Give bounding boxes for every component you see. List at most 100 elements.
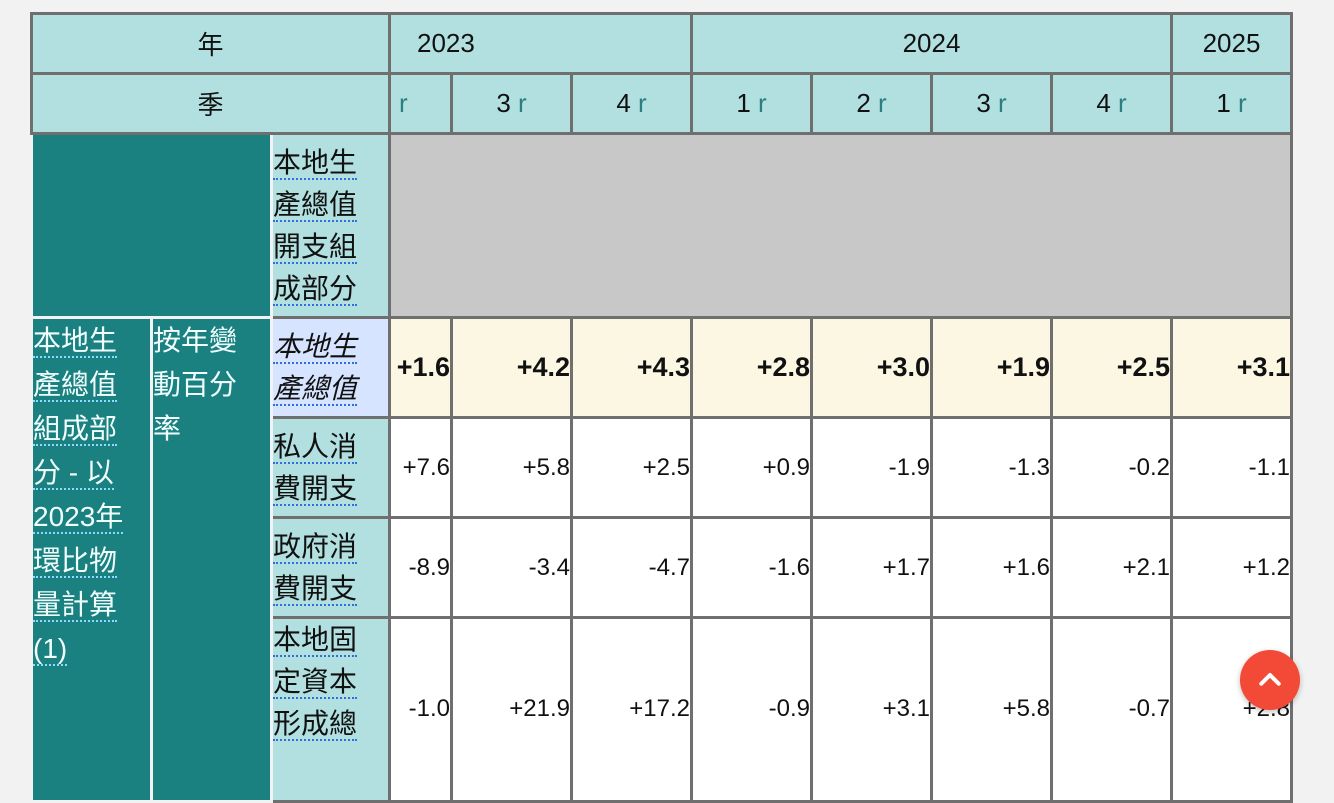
- quarter-header-label: 季: [197, 90, 224, 120]
- category-line: 產總值: [33, 369, 118, 402]
- value-cell: +2.5: [570, 416, 693, 519]
- value-cell: +5.8: [930, 616, 1053, 803]
- quarter-cell: 1 r: [690, 72, 813, 135]
- value-cell: +17.2: [570, 616, 693, 803]
- measure-label: 按年變 動百分 率: [150, 316, 273, 803]
- year-2023-label: 2023: [417, 28, 475, 58]
- category-line: (1): [33, 633, 68, 666]
- label-line: 開支組: [273, 230, 358, 264]
- section-blank: [388, 132, 1293, 319]
- year-header: 年: [30, 12, 391, 75]
- quarter-cell: 3 r: [450, 72, 573, 135]
- value-cell: +2.8: [690, 316, 813, 419]
- value-cell: +3.0: [810, 316, 933, 419]
- label-line: 產總值: [273, 372, 358, 406]
- category-line: 組成部: [33, 413, 118, 446]
- revised-mark: r: [758, 88, 767, 118]
- value-cell: -0.2: [1050, 416, 1173, 519]
- value-cell: -8.9: [388, 516, 453, 619]
- value-cell: -0.9: [690, 616, 813, 803]
- revised-mark: r: [1118, 88, 1127, 118]
- category-line: 量計算: [33, 589, 118, 622]
- revised-mark: r: [998, 88, 1007, 118]
- year-header-label: 年: [197, 30, 224, 60]
- value-cell: -1.0: [388, 616, 453, 803]
- label-line: 產總值: [273, 188, 358, 222]
- quarter-num: 1: [1216, 88, 1231, 118]
- category-line: 分 - 以: [33, 457, 114, 490]
- gdp-table: 年 2023 2024 2025 季 r 3 r 4 r 1 r 2 r 3 r…: [30, 12, 1293, 803]
- value-cell: -1.3: [930, 416, 1053, 519]
- value-cell: -0.7: [1050, 616, 1173, 803]
- quarter-cell: 4 r: [1050, 72, 1173, 135]
- label-line: 私人消: [273, 430, 358, 464]
- value-cell: -1.9: [810, 416, 933, 519]
- value-cell: +1.9: [930, 316, 1053, 419]
- label-line: 本地固: [273, 624, 358, 657]
- quarter-cell: 2 r: [810, 72, 933, 135]
- quarter-num: 1: [736, 88, 751, 118]
- value-cell: +3.1: [1170, 316, 1293, 419]
- section-label-gdp-expenditure[interactable]: 本地生 產總值 開支組 成部分: [270, 132, 391, 319]
- measure-line: 率: [153, 413, 182, 444]
- value-cell: +4.2: [450, 316, 573, 419]
- value-cell: +1.7: [810, 516, 933, 619]
- value-cell: -4.7: [570, 516, 693, 619]
- year-2025-label: 2025: [1202, 28, 1261, 58]
- quarter-cell: 3 r: [930, 72, 1053, 135]
- measure-line: 按年變: [153, 325, 238, 356]
- revised-mark: r: [878, 88, 887, 118]
- row-label-government-consumption[interactable]: 政府消 費開支: [270, 516, 391, 619]
- category-line: 2023年: [33, 501, 124, 534]
- row-label-fixed-capital-formation[interactable]: 本地固 定資本 形成總: [270, 616, 391, 803]
- value-cell: +21.9: [450, 616, 573, 803]
- label-line: 定資本: [273, 666, 358, 699]
- value-cell: +0.9: [690, 416, 813, 519]
- quarter-num: 4: [1096, 88, 1111, 118]
- quarter-num: 2: [856, 88, 871, 118]
- label-line: 本地生: [273, 330, 358, 364]
- revised-mark: r: [518, 88, 527, 118]
- year-2025: 2025: [1170, 12, 1293, 75]
- category-line: 本地生: [33, 325, 118, 358]
- revised-mark: r: [1238, 88, 1247, 118]
- year-2024-label: 2024: [902, 28, 961, 58]
- quarter-cell: 4 r: [570, 72, 693, 135]
- quarter-header: 季: [30, 72, 391, 135]
- revised-mark: r: [399, 88, 408, 118]
- quarter-cell: 1 r: [1170, 72, 1293, 135]
- value-cell: +4.3: [570, 316, 693, 419]
- label-line: 成部分: [273, 272, 358, 306]
- scroll-to-top-button[interactable]: [1240, 650, 1300, 710]
- year-2023: 2023: [388, 12, 693, 75]
- label-line: 本地生: [273, 146, 358, 180]
- value-cell: -3.4: [450, 516, 573, 619]
- value-cell: +1.2: [1170, 516, 1293, 619]
- value-cell: +5.8: [450, 416, 573, 519]
- quarter-num: 3: [976, 88, 991, 118]
- label-line: 形成總: [273, 708, 358, 741]
- quarter-num: 3: [496, 88, 511, 118]
- category-line: 環比物: [33, 545, 118, 578]
- value-cell: +1.6: [388, 316, 453, 419]
- quarter-cell: r: [388, 72, 453, 135]
- quarter-num: 4: [616, 88, 631, 118]
- value-cell: -1.1: [1170, 416, 1293, 519]
- chevron-up-icon: [1259, 673, 1281, 686]
- value-cell: +7.6: [388, 416, 453, 519]
- row-label-private-consumption[interactable]: 私人消 費開支: [270, 416, 391, 519]
- row-label-gdp[interactable]: 本地生 產總值: [270, 316, 391, 419]
- label-line: 費開支: [273, 472, 358, 506]
- value-cell: +2.1: [1050, 516, 1173, 619]
- revised-mark: r: [638, 88, 647, 118]
- measure-line: 動百分: [153, 369, 238, 400]
- value-cell: +3.1: [810, 616, 933, 803]
- year-2024: 2024: [690, 12, 1173, 75]
- category-label[interactable]: 本地生 產總值 組成部 分 - 以 2023年 環比物 量計算 (1): [30, 316, 153, 803]
- label-line: 費開支: [273, 572, 358, 606]
- value-cell: +2.5: [1050, 316, 1173, 419]
- value-cell: -1.6: [690, 516, 813, 619]
- empty-teal-cell: [30, 132, 273, 319]
- value-cell: +1.6: [930, 516, 1053, 619]
- label-line: 政府消: [273, 530, 358, 564]
